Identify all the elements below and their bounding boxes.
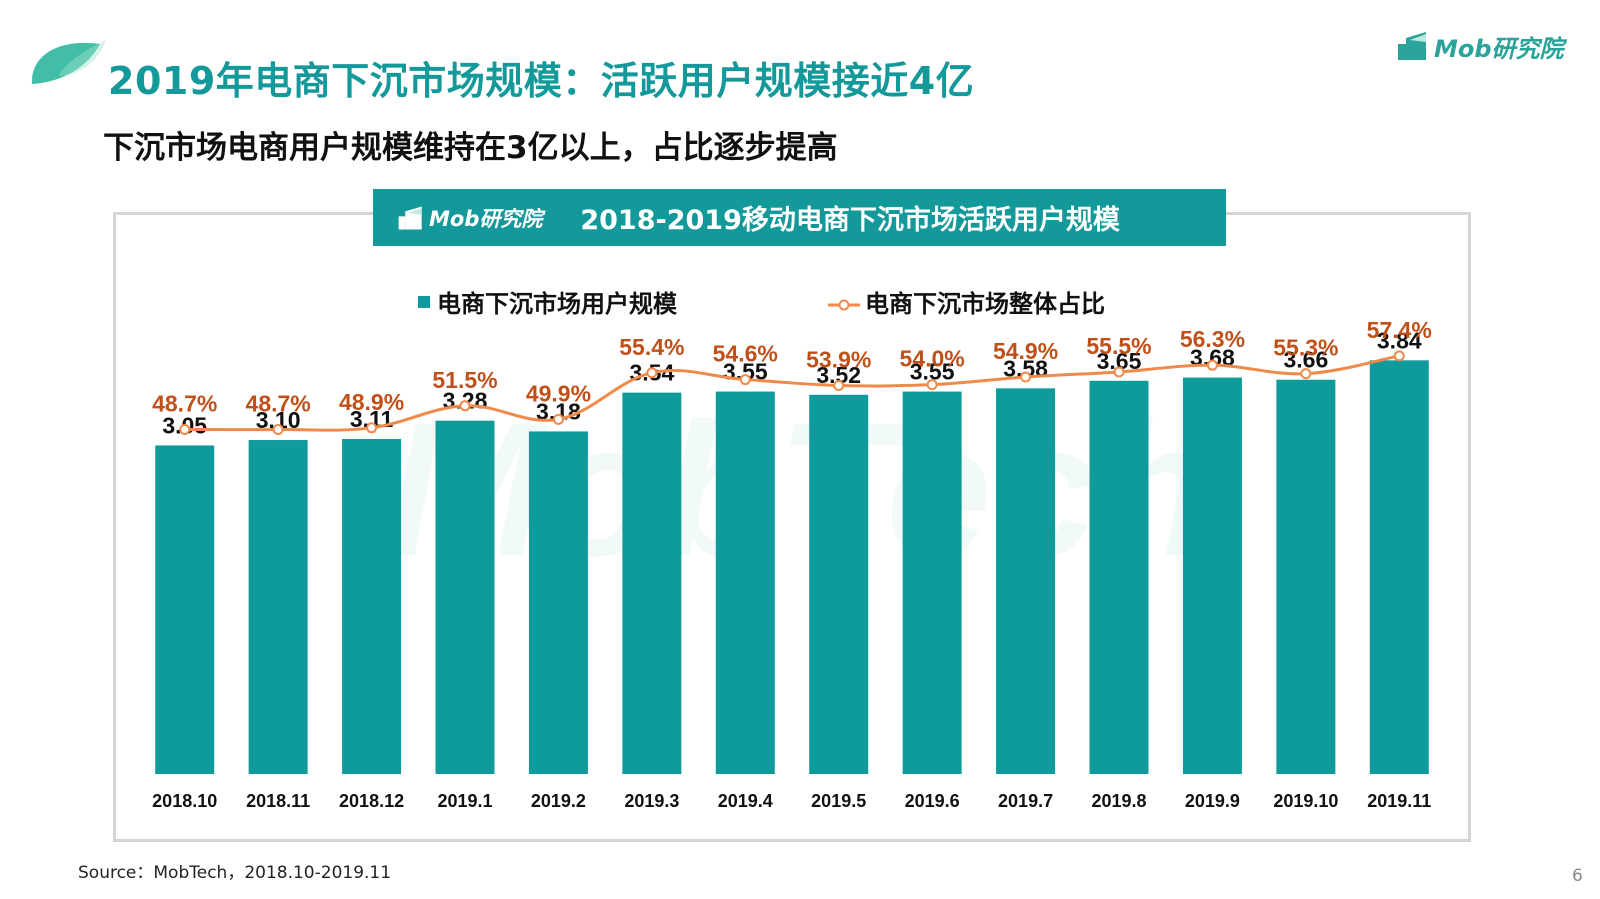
bar-2019.8: [1089, 380, 1149, 774]
brand-name: Mob研究院: [1434, 34, 1564, 63]
bar-2019.1: [435, 420, 495, 774]
bar-2019.4: [715, 391, 775, 774]
line-series: [179, 350, 1405, 436]
chart-title: 2018-2019移动电商下沉市场活跃用户规模: [580, 205, 1120, 236]
share-line: [184, 354, 1400, 432]
share-point-2019.2: [552, 413, 564, 425]
x-tick-label: 2018.10: [152, 791, 217, 811]
bar-2019.7: [996, 388, 1056, 774]
x-tick-label: 2019.9: [1185, 791, 1240, 811]
share-point-2018.11: [272, 424, 284, 436]
chart-header-logo: Mob研究院: [397, 203, 542, 233]
page-number: 6: [1572, 866, 1583, 886]
share-value-label: 49.9%: [526, 380, 591, 406]
share-point-2019.5: [833, 379, 845, 391]
share-point-2019.6: [926, 379, 938, 391]
bar-series: [155, 360, 1429, 774]
share-point-2018.10: [179, 424, 191, 436]
share-value-label: 56.3%: [1180, 326, 1245, 352]
chart-header: Mob研究院 2018-2019移动电商下沉市场活跃用户规模: [373, 189, 1226, 246]
x-tick-label: 2019.4: [718, 791, 773, 811]
x-tick-label: 2019.7: [998, 791, 1053, 811]
x-tick-label: 2018.11: [246, 791, 310, 811]
share-point-2019.3: [646, 367, 658, 379]
x-tick-label: 2019.10: [1273, 791, 1338, 811]
bar-2019.11: [1369, 360, 1429, 774]
x-axis-tick-labels: 2018.10 2018.11 2018.12 2019.1 2019.2 2019.3 2…: [152, 791, 1431, 811]
share-point-2019.7: [1020, 371, 1032, 383]
bar-2018.10: [155, 445, 215, 774]
page-title: 2019年电商下沉市场规模：活跃用户规模接近4亿: [108, 59, 975, 103]
x-tick-label: 2018.12: [339, 791, 404, 811]
x-tick-label: 2019.5: [811, 791, 866, 811]
leaf-decoration-icon: [31, 40, 106, 84]
share-value-label: 55.3%: [1273, 335, 1338, 361]
line-value-labels: 48.7% 48.7% 48.9% 51.5% 49.9% 55.4% 54.6% 53.9%…: [152, 317, 1432, 417]
bar-2019.5: [809, 394, 869, 774]
share-value-label: 51.5%: [432, 367, 497, 393]
x-tick-label: 2019.3: [624, 791, 679, 811]
x-tick-label: 2019.2: [531, 791, 586, 811]
bar-2019.9: [1182, 377, 1242, 774]
share-value-label: 48.7%: [152, 391, 217, 417]
share-value-label: 55.4%: [619, 334, 684, 360]
legend-line-label: 电商下沉市场整体占比: [865, 290, 1105, 318]
share-value-label: 57.4%: [1367, 317, 1432, 343]
share-value-label: 48.9%: [339, 389, 404, 415]
x-tick-label: 2019.11: [1367, 791, 1431, 811]
share-point-2019.9: [1206, 359, 1218, 371]
share-point-2018.12: [366, 422, 378, 434]
bar-2018.11: [248, 440, 308, 774]
bar-value-label: 3.84: [1377, 327, 1422, 353]
share-point-2019.11: [1393, 350, 1405, 362]
x-tick-label: 2019.8: [1091, 791, 1146, 811]
bar-2019.3: [622, 392, 682, 774]
share-value-label: 55.5%: [1086, 333, 1151, 359]
share-value-label: 53.9%: [806, 346, 871, 372]
x-tick-label: 2019.6: [905, 791, 960, 811]
share-value-label: 54.9%: [993, 338, 1058, 364]
brand-mark-icon: [1398, 32, 1426, 60]
bar-2018.12: [342, 438, 402, 774]
share-point-2019.10: [1300, 368, 1312, 380]
source-note: Source：MobTech，2018.10-2019.11: [78, 863, 392, 883]
share-value-label: 54.6%: [713, 341, 778, 367]
x-tick-label: 2019.1: [437, 791, 492, 811]
share-value-label: 48.7%: [246, 391, 311, 417]
brand-mark-icon: [398, 205, 422, 230]
chart-header-brand: Mob研究院: [429, 206, 543, 231]
share-point-2019.1: [459, 400, 471, 412]
share-point-2019.8: [1113, 366, 1125, 378]
bar-2019.2: [528, 431, 588, 774]
page-subtitle: 下沉市场电商用户规模维持在3亿以上，占比逐步提高: [103, 130, 838, 166]
share-value-label: 54.0%: [900, 346, 965, 372]
share-point-2019.4: [739, 374, 751, 386]
legend-line-marker: [838, 299, 850, 311]
bar-2019.6: [902, 391, 962, 774]
legend-bar-label: 电商下沉市场用户规模: [437, 290, 678, 318]
bar-2019.10: [1276, 379, 1336, 774]
legend-bar-swatch: [418, 296, 430, 308]
chart-legend: 电商下沉市场用户规模 电商下沉市场整体占比: [418, 290, 1105, 318]
brand-logo: Mob研究院: [1396, 28, 1564, 64]
watermark-text: MobTech: [387, 384, 1214, 596]
